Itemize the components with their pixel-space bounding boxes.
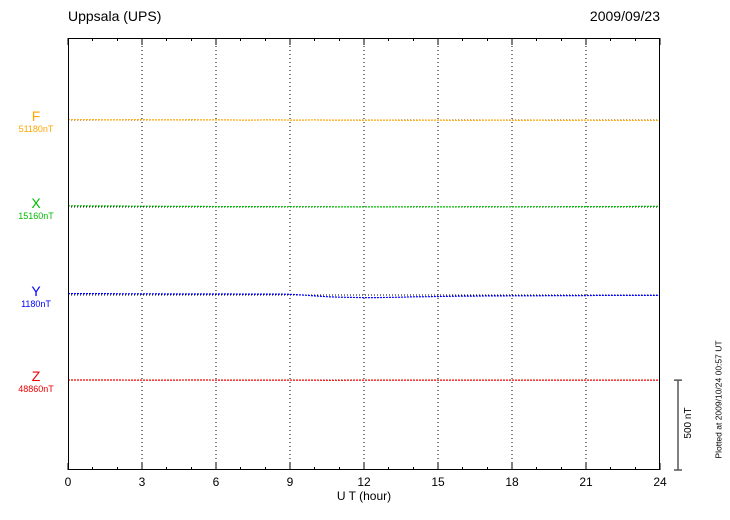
series-label-Y: Y 1180nT <box>4 284 68 310</box>
x-tick-label-3: 3 <box>139 475 146 489</box>
x-tick-label-9: 9 <box>287 475 294 489</box>
trace-X <box>68 205 660 208</box>
trace-F <box>68 119 660 121</box>
x-axis-title: U T (hour) <box>336 489 392 503</box>
x-tick-label-12: 12 <box>357 475 371 489</box>
station-title: Uppsala (UPS) <box>68 8 162 24</box>
x-tick-label-24: 24 <box>653 475 667 489</box>
plot-border <box>68 38 660 470</box>
x-tick-label-21: 21 <box>579 475 593 489</box>
trace-Y <box>68 293 660 299</box>
x-tick-label-6: 6 <box>213 475 220 489</box>
x-tick-label-0: 0 <box>65 475 72 489</box>
series-name-F: F <box>31 108 41 125</box>
x-tick-label-18: 18 <box>505 475 519 489</box>
series-baseline-value-Z: 48860nT <box>18 384 54 395</box>
series-name-X: X <box>31 194 41 211</box>
series-baseline-value-Y: 1180nT <box>21 299 51 310</box>
plotted-at-annotation: Plotted at 2009/10/24 00:57 UT <box>713 340 724 459</box>
series-label-F: F 51180nT <box>4 109 68 135</box>
series-baseline-value-X: 15160nT <box>18 210 54 221</box>
series-label-X: X 15160nT <box>4 194 68 222</box>
magnetogram-plot: 0 3 6 9 12 15 18 21 24 <box>65 38 682 489</box>
scale-bar-label: 500 nT <box>683 407 694 439</box>
series-baseline-value-F: 51180nT <box>18 124 54 135</box>
date-label: 2009/09/23 <box>589 8 660 24</box>
series-name-Z: Z <box>31 368 41 385</box>
series-label-Z: Z 48860nT <box>4 369 68 395</box>
x-tick-label-15: 15 <box>431 475 445 489</box>
series-name-Y: Y <box>31 283 41 300</box>
